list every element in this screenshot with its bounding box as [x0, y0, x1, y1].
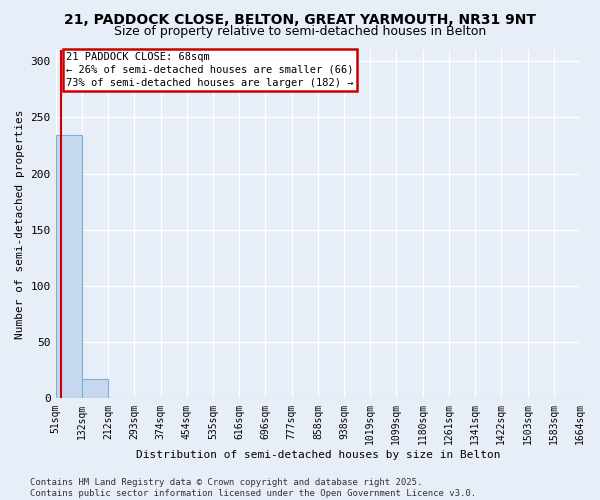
X-axis label: Distribution of semi-detached houses by size in Belton: Distribution of semi-detached houses by … — [136, 450, 500, 460]
Text: Contains HM Land Registry data © Crown copyright and database right 2025.
Contai: Contains HM Land Registry data © Crown c… — [30, 478, 476, 498]
Text: 21, PADDOCK CLOSE, BELTON, GREAT YARMOUTH, NR31 9NT: 21, PADDOCK CLOSE, BELTON, GREAT YARMOUT… — [64, 12, 536, 26]
Text: Size of property relative to semi-detached houses in Belton: Size of property relative to semi-detach… — [114, 25, 486, 38]
Y-axis label: Number of semi-detached properties: Number of semi-detached properties — [15, 110, 25, 339]
Bar — [82, 380, 108, 398]
Bar — [56, 136, 82, 398]
Text: 21 PADDOCK CLOSE: 68sqm
← 26% of semi-detached houses are smaller (66)
73% of se: 21 PADDOCK CLOSE: 68sqm ← 26% of semi-de… — [66, 52, 353, 88]
